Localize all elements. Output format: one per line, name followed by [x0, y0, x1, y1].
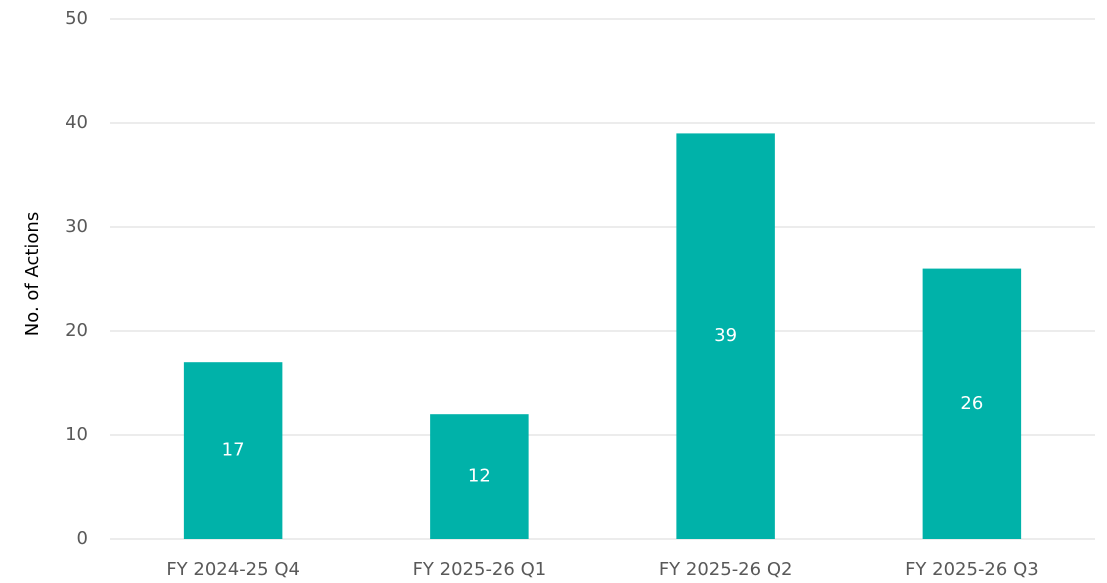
bar: [922, 268, 1022, 539]
x-tick-label: FY 2025-26 Q2: [659, 559, 793, 580]
y-tick-label: 10: [65, 424, 88, 445]
y-tick-label: 20: [65, 320, 88, 341]
x-tick-label: FY 2024-25 Q4: [166, 559, 300, 580]
y-axis-label: No. of Actions: [22, 212, 43, 336]
y-tick-label: 0: [77, 528, 88, 549]
data-label: 12: [468, 466, 491, 487]
bar: [183, 362, 283, 539]
x-tick-label: FY 2025-26 Q3: [905, 559, 1039, 580]
y-tick-label: 30: [65, 216, 88, 237]
bar: [676, 133, 775, 539]
data-label: 39: [714, 325, 737, 346]
data-label: 17: [222, 440, 245, 461]
bar: [430, 414, 529, 539]
x-tick-label: FY 2025-26 Q1: [413, 559, 547, 580]
y-tick-label: 40: [65, 112, 88, 133]
data-label: 26: [960, 393, 983, 414]
y-tick-label: 50: [65, 8, 88, 29]
